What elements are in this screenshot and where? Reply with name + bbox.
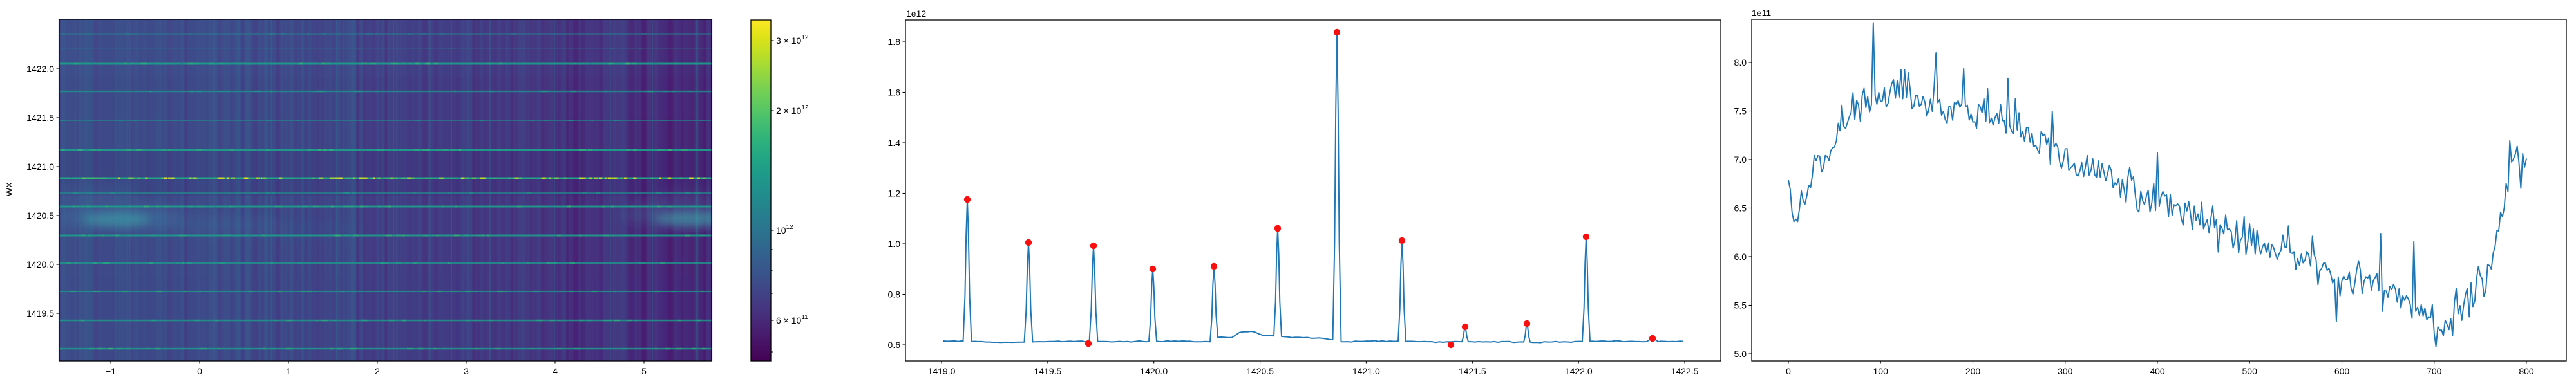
svg-text:1419.5: 1419.5 (26, 308, 54, 318)
svg-text:100: 100 (1873, 366, 1889, 376)
svg-text:300: 300 (2058, 366, 2073, 376)
svg-text:200: 200 (1965, 366, 1981, 376)
svg-text:1422.5: 1422.5 (1671, 366, 1699, 376)
svg-text:2 × 1012: 2 × 1012 (776, 104, 809, 116)
svg-text:1.8: 1.8 (888, 37, 901, 47)
svg-text:0: 0 (1786, 366, 1791, 376)
svg-text:1421.0: 1421.0 (26, 161, 54, 172)
svg-text:5.0: 5.0 (1734, 349, 1747, 359)
svg-text:0: 0 (197, 366, 202, 376)
svg-text:7.0: 7.0 (1734, 154, 1747, 165)
svg-text:7.5: 7.5 (1734, 106, 1747, 116)
svg-text:3: 3 (464, 366, 469, 376)
svg-text:0.8: 0.8 (888, 290, 901, 300)
svg-text:1421.5: 1421.5 (26, 113, 54, 123)
svg-text:600: 600 (2334, 366, 2350, 376)
svg-text:1419.0: 1419.0 (928, 366, 956, 376)
svg-text:1.6: 1.6 (888, 87, 901, 98)
svg-text:1e11: 1e11 (1752, 8, 1771, 18)
svg-text:0.6: 0.6 (888, 340, 901, 350)
svg-text:700: 700 (2427, 366, 2442, 376)
svg-text:6.0: 6.0 (1734, 252, 1747, 262)
svg-text:4: 4 (553, 366, 558, 376)
svg-text:1422.0: 1422.0 (26, 64, 54, 74)
svg-text:1422.0: 1422.0 (1565, 366, 1593, 376)
svg-text:−1: −1 (106, 366, 116, 376)
svg-text:1420.0: 1420.0 (26, 259, 54, 270)
svg-text:5: 5 (641, 366, 647, 376)
svg-text:1.4: 1.4 (888, 138, 901, 148)
svg-text:1421.0: 1421.0 (1352, 366, 1380, 376)
svg-text:400: 400 (2150, 366, 2165, 376)
svg-text:1.2: 1.2 (888, 188, 901, 199)
svg-text:1419.5: 1419.5 (1034, 366, 1061, 376)
svg-text:1.0: 1.0 (888, 239, 901, 249)
svg-text:800: 800 (2519, 366, 2534, 376)
svg-text:1420.0: 1420.0 (1140, 366, 1168, 376)
svg-text:1: 1 (286, 366, 291, 376)
svg-text:500: 500 (2242, 366, 2258, 376)
svg-text:3 × 1012: 3 × 1012 (776, 34, 809, 46)
svg-text:1420.5: 1420.5 (1246, 366, 1274, 376)
svg-text:1420.5: 1420.5 (26, 210, 54, 221)
svg-text:5.5: 5.5 (1734, 300, 1747, 311)
svg-text:8.0: 8.0 (1734, 57, 1747, 68)
svg-text:2: 2 (375, 366, 380, 376)
svg-text:WX: WX (4, 181, 14, 196)
svg-text:1e12: 1e12 (906, 8, 926, 19)
svg-text:6.5: 6.5 (1734, 203, 1747, 214)
svg-text:1421.5: 1421.5 (1459, 366, 1486, 376)
svg-text:6 × 1011: 6 × 1011 (776, 314, 808, 326)
